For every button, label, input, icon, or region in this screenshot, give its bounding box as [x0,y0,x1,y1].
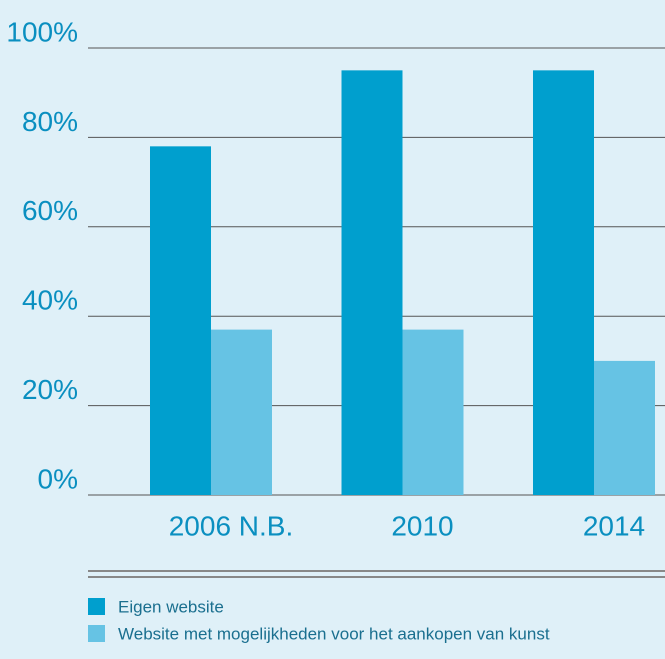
x-tick-label: 2010 [391,510,453,541]
y-tick-label: 0% [38,463,78,494]
bar [402,329,464,495]
y-tick-label: 60% [22,195,78,226]
bar [211,329,272,495]
bar [341,70,403,495]
x-tick-label: 2006 N.B. [169,510,294,541]
bar [533,70,594,495]
legend-label: Website met mogelijkheden voor het aanko… [118,624,550,643]
y-tick-label: 100% [6,16,78,47]
y-tick-label: 40% [22,285,78,316]
legend-swatch [88,625,105,642]
bar [594,360,655,495]
legend-swatch [88,598,105,615]
legend-label: Eigen website [118,597,224,616]
bar [150,146,211,495]
y-tick-label: 20% [22,374,78,405]
x-tick-label: 2014 [583,510,645,541]
y-tick-label: 80% [22,106,78,137]
